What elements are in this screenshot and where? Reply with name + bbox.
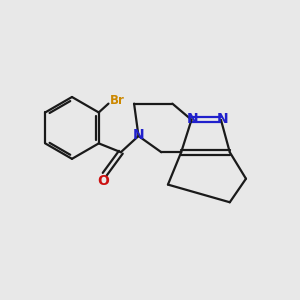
Text: N: N (217, 112, 228, 126)
Text: N: N (186, 112, 198, 126)
Text: O: O (98, 174, 110, 188)
Text: N: N (133, 128, 144, 142)
Text: Br: Br (110, 94, 125, 106)
